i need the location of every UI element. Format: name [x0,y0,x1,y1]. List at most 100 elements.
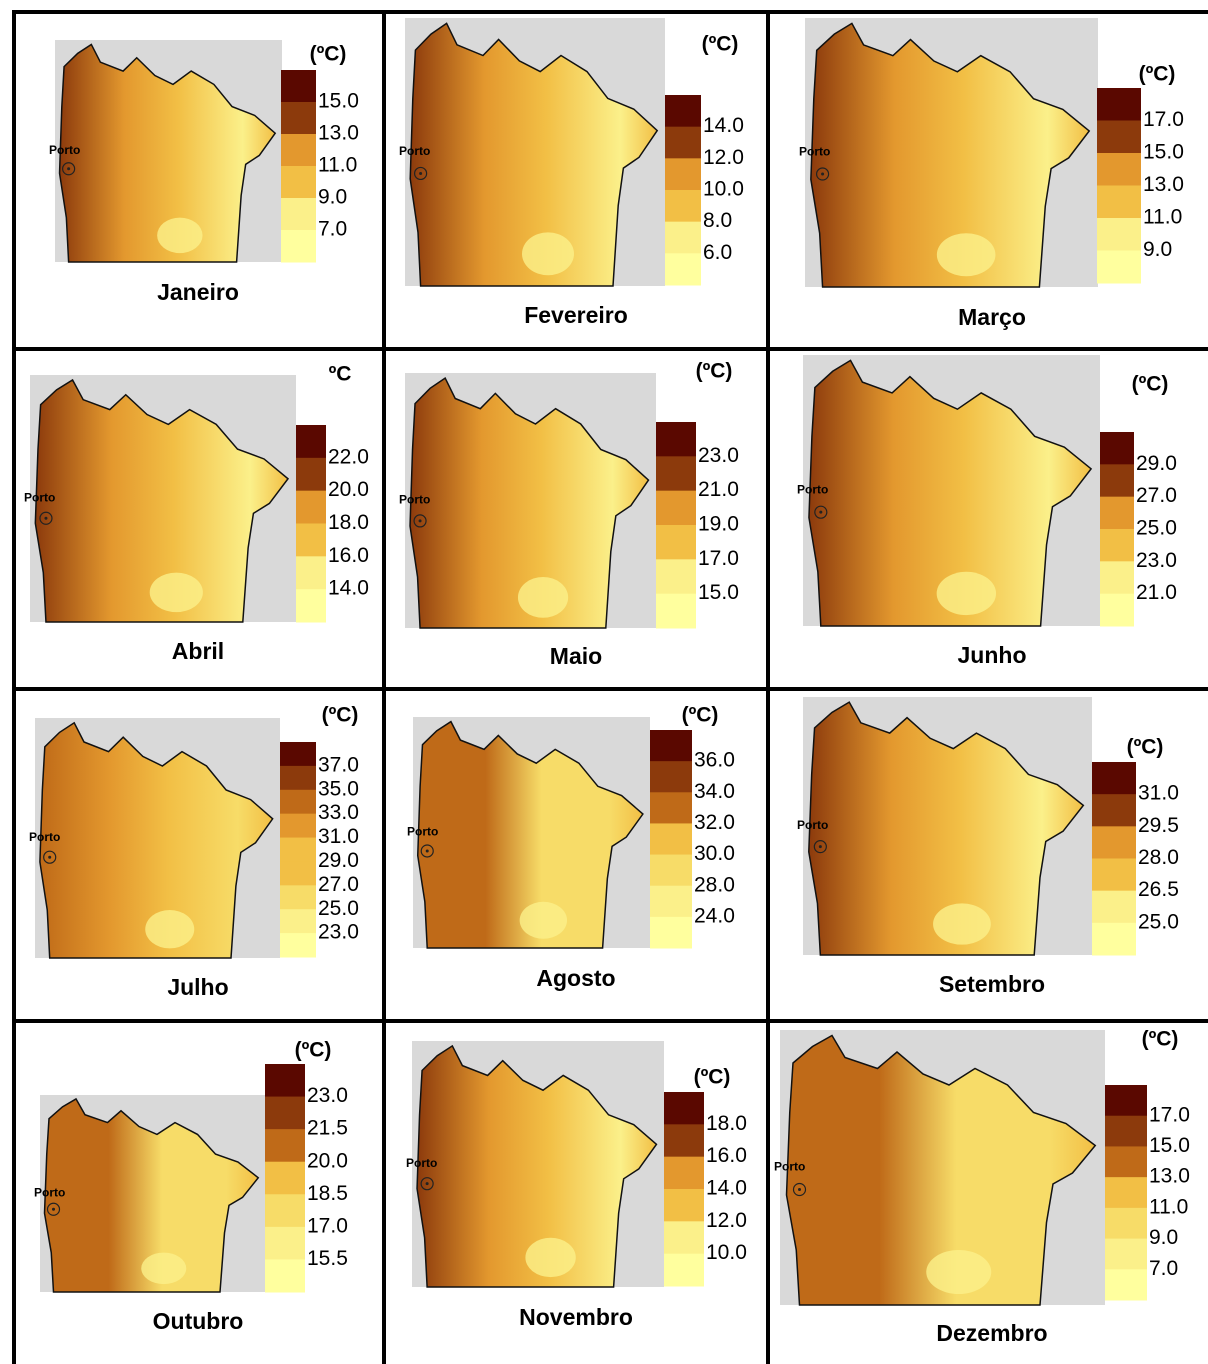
map-highlight [520,902,567,939]
legend-label: 14.0 [706,1177,747,1200]
legend-swatch [656,525,696,560]
month-label: Junho [958,642,1027,668]
map-highlight [157,218,202,254]
legend-swatch [1105,1208,1147,1239]
legend-swatch [280,790,316,814]
legend-label: 13.0 [1143,173,1184,196]
legend-swatch [265,1129,305,1162]
legend-swatch [1100,529,1134,562]
legend-swatch [1100,432,1134,465]
legend-label: 18.0 [706,1112,747,1135]
month-label: Novembro [519,1304,633,1330]
porto-label: Porto [406,1156,437,1170]
legend-swatch [296,458,326,491]
porto-label: Porto [24,491,55,505]
legend-swatch [650,823,692,855]
legend-swatch [664,1221,704,1254]
legend-swatch [656,422,696,457]
month-label: Abril [172,638,224,664]
legend-swatch [650,886,692,918]
legend-label: 27.0 [1136,484,1177,507]
legend-swatch [296,425,326,458]
legend-swatch [280,742,316,766]
porto-label: Porto [34,1186,65,1200]
legend-label: 9.0 [318,186,347,209]
porto-dot [52,1208,55,1211]
legend-swatch [1097,121,1141,154]
legend-label: 20.0 [307,1149,348,1172]
legend-swatch [296,491,326,524]
legend-swatch [650,792,692,824]
legend-swatch [296,556,326,589]
legend-swatch [265,1194,305,1227]
legend-swatch [665,253,701,285]
legend-label: 33.0 [318,801,359,824]
legend-label: 11.0 [1149,1195,1188,1218]
porto-label: Porto [49,143,80,157]
legend-swatch [656,491,696,526]
legend-label: 12.0 [703,146,744,169]
month-label: Agosto [536,965,615,991]
legend-label: 15.0 [698,581,739,604]
legend-swatch [665,158,701,190]
porto-dot [67,167,70,170]
legend-label: 31.0 [318,825,359,848]
porto-dot [419,172,422,175]
legend-swatch [664,1157,704,1190]
legend-swatch [1100,561,1134,594]
legend-label: 15.0 [318,90,359,113]
legend-swatch [1105,1269,1147,1300]
legend-label: 16.0 [328,544,369,567]
legend-label: 15.0 [1149,1134,1190,1157]
legend-label: 34.0 [694,780,735,803]
legend-swatch [1105,1085,1147,1116]
month-label: Julho [167,974,228,1000]
legend-swatch [281,166,316,199]
porto-label: Porto [29,830,60,844]
legend-label: 29.0 [1136,452,1177,475]
legend-label: 17.0 [1149,1103,1190,1126]
legend-label: 12.0 [706,1209,747,1232]
legend-label: 21.0 [1136,581,1177,604]
legend-swatch [664,1092,704,1125]
unit-label: (ºC) [295,1039,332,1062]
month-label: Setembro [939,971,1045,997]
panels: Porto15.013.011.09.07.0(ºC)JaneiroPorto1… [24,18,1190,1346]
legend-label: 23.0 [318,921,359,944]
legend-swatch [280,814,316,838]
legend-swatch [1105,1177,1147,1208]
legend-swatch [265,1162,305,1195]
map-highlight [926,1250,991,1294]
legend-swatch [1100,594,1134,627]
porto-dot [48,856,51,859]
unit-label: (ºC) [696,360,733,383]
legend-label: 23.0 [1136,549,1177,572]
legend-label: 18.0 [328,511,369,534]
map-highlight [933,903,991,944]
legend-swatch [1100,464,1134,497]
unit-label: (ºC) [1142,1028,1179,1051]
map-highlight [518,577,568,618]
legend-swatch [1100,497,1134,530]
legend-swatch [296,524,326,557]
legend-label: 22.0 [328,445,369,468]
legend-label: 24.0 [694,904,735,927]
porto-dot [419,519,422,522]
legend-swatch [296,589,326,622]
porto-label: Porto [797,483,828,497]
legend-swatch [656,559,696,594]
legend-swatch [1092,859,1136,892]
legend-label: 18.5 [307,1182,348,1205]
legend-swatch [650,730,692,762]
legend-label: 23.0 [698,444,739,467]
panel: Porto37.035.033.031.029.027.025.023.0(ºC… [29,704,359,1001]
legend-swatch [1105,1146,1147,1177]
legend-swatch [665,190,701,222]
month-label: Fevereiro [524,302,628,328]
